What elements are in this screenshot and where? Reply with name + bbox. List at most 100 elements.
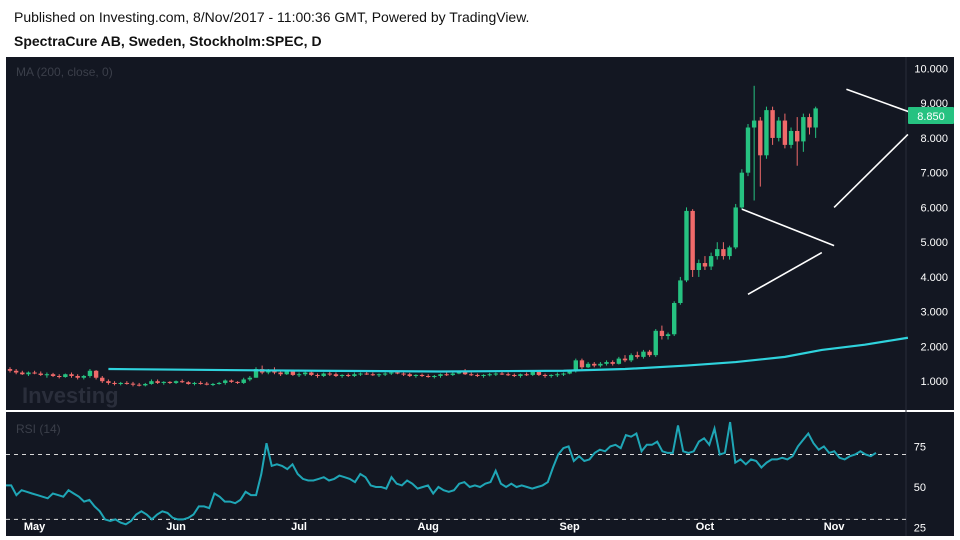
candle-body xyxy=(216,382,222,384)
time-tick-label: Aug xyxy=(418,521,439,533)
trendline xyxy=(846,88,915,115)
time-axis: May Jun Jul Aug Sep Oct Nov xyxy=(24,521,845,533)
candle-body xyxy=(167,381,173,383)
candle-body xyxy=(87,370,93,376)
candle-body xyxy=(598,363,603,366)
candle-body xyxy=(622,358,628,361)
candle-body xyxy=(438,374,443,376)
candle-body xyxy=(315,374,320,376)
price-axis: 10.0009.0008.0007.0006.0005.0004.0003.00… xyxy=(914,63,948,388)
candle-body xyxy=(524,374,529,376)
candle-body xyxy=(143,383,148,386)
candlestick-series xyxy=(7,85,818,387)
ma-200-line xyxy=(108,336,909,373)
price-tick-label: 10.000 xyxy=(914,63,948,75)
candle-body xyxy=(481,374,486,376)
candle-body xyxy=(210,383,216,385)
candle-body xyxy=(610,362,615,364)
candle-body xyxy=(247,377,253,380)
candle-body xyxy=(106,381,111,383)
candle-body xyxy=(118,382,123,384)
candle-body xyxy=(26,372,31,375)
trendline xyxy=(741,208,835,247)
rsi-indicator-label: RSI (14) xyxy=(16,422,61,436)
candle-body xyxy=(592,363,597,366)
candle-body xyxy=(20,372,25,375)
candle-body xyxy=(352,374,357,376)
candle-body xyxy=(628,355,634,361)
symbol-title: SpectraCure AB, Sweden, Stockholm:SPEC, … xyxy=(14,33,322,49)
candle-body xyxy=(721,249,726,257)
price-pane-background xyxy=(6,57,954,410)
candle-body xyxy=(173,381,179,383)
candle-body xyxy=(266,370,271,373)
candle-body xyxy=(647,351,652,356)
candle-body xyxy=(653,330,658,356)
candle-body xyxy=(309,372,314,375)
candle-body xyxy=(807,117,812,128)
candle-body xyxy=(715,249,720,257)
candle-body xyxy=(376,374,382,376)
candle-body xyxy=(346,374,351,376)
candle-body xyxy=(229,380,234,382)
candle-body xyxy=(684,210,689,281)
trendline xyxy=(747,251,823,296)
candle-body xyxy=(690,210,695,270)
time-tick-label: Jun xyxy=(166,521,186,533)
candle-body xyxy=(241,379,246,383)
candle-body xyxy=(665,334,671,337)
candle-body xyxy=(456,371,462,374)
candle-body xyxy=(333,374,339,376)
candle-body xyxy=(321,373,326,376)
candle-body xyxy=(57,375,62,378)
price-tick-label: 3.000 xyxy=(920,307,948,319)
candle-body xyxy=(530,371,535,375)
rsi-tick-label: 75 xyxy=(914,441,926,453)
candle-body xyxy=(561,373,566,375)
candle-body xyxy=(493,373,499,375)
candle-body xyxy=(518,374,523,376)
candle-body xyxy=(370,374,376,376)
price-label-box xyxy=(908,107,954,124)
candle-body xyxy=(136,384,142,386)
candle-body xyxy=(192,382,197,384)
candle-body xyxy=(69,374,74,376)
candle-body xyxy=(708,256,714,267)
candle-body xyxy=(50,374,56,376)
price-label-text: 8.850 xyxy=(917,111,945,123)
price-tick-label: 8.000 xyxy=(920,133,948,145)
time-tick-label: Sep xyxy=(560,521,580,533)
candle-body xyxy=(776,120,781,138)
time-tick-label: Jul xyxy=(291,521,307,533)
candle-body xyxy=(382,373,388,375)
trendlines xyxy=(741,88,915,296)
candle-body xyxy=(81,375,86,378)
candle-body xyxy=(180,381,185,383)
candle-body xyxy=(616,358,622,364)
candle-body xyxy=(155,381,160,383)
candle-body xyxy=(413,374,419,376)
time-tick-label: Nov xyxy=(824,521,846,533)
candle-body xyxy=(585,363,591,368)
candle-body xyxy=(549,374,554,376)
candle-body xyxy=(278,372,283,375)
candle-body xyxy=(536,371,542,375)
candle-body xyxy=(782,120,788,145)
candle-body xyxy=(770,110,775,138)
price-tick-label: 1.000 xyxy=(920,376,948,388)
candle-body xyxy=(739,172,745,208)
candle-body xyxy=(100,377,105,382)
rsi-tick-label: 50 xyxy=(914,482,926,494)
candle-body xyxy=(358,373,363,375)
candle-body xyxy=(696,263,701,270)
price-tick-label: 5.000 xyxy=(920,237,948,249)
candle-body xyxy=(487,374,492,376)
price-tick-label: 4.000 xyxy=(920,272,948,284)
candle-body xyxy=(505,374,511,376)
price-tick-label: 2.000 xyxy=(920,341,948,353)
candle-body xyxy=(272,370,277,373)
time-tick-label: Oct xyxy=(696,521,715,533)
candle-body xyxy=(813,108,818,128)
rsi-axis: 75 50 25 xyxy=(914,441,926,534)
